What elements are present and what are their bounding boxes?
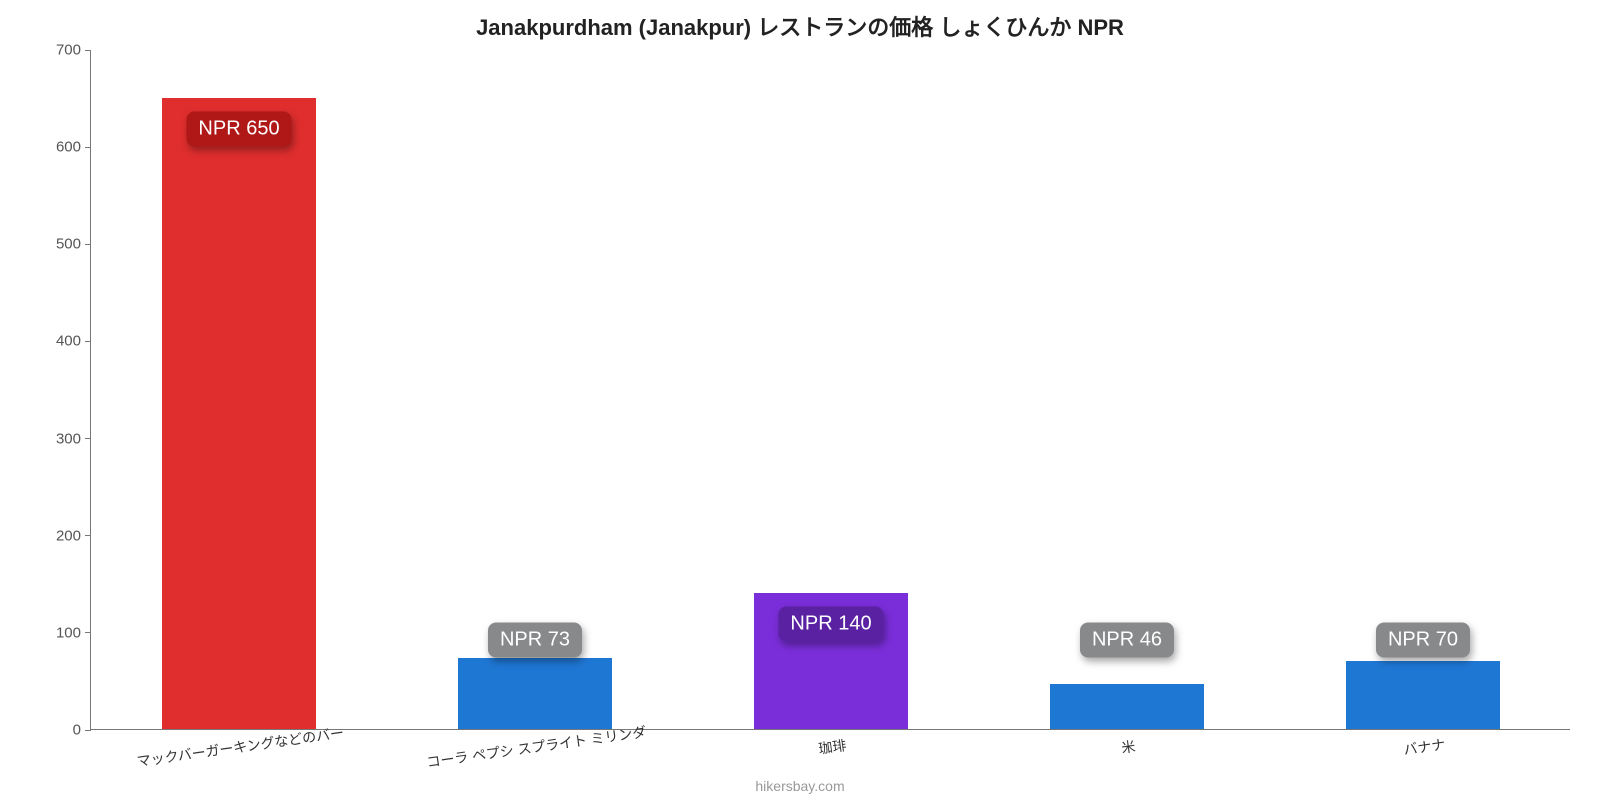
x-tick-label: マックバーガーキングなどのバー: [136, 722, 346, 771]
x-tick-label: 珈琲: [817, 735, 848, 759]
y-tick-mark: [85, 535, 91, 536]
x-tick-label: バナナ: [1402, 734, 1446, 760]
y-tick-mark: [85, 632, 91, 633]
y-tick-label: 500: [56, 236, 81, 253]
y-tick-mark: [85, 50, 91, 51]
value-badge: NPR 73: [488, 623, 582, 658]
plot-area: 0100200300400500600700NPR 650マックバーガーキングな…: [90, 50, 1570, 730]
x-tick-label: 米: [1120, 736, 1137, 758]
y-tick-label: 200: [56, 527, 81, 544]
value-badge: NPR 70: [1376, 623, 1470, 658]
value-badge: NPR 140: [778, 607, 883, 642]
y-tick-mark: [85, 147, 91, 148]
x-tick-label: コーラ ペプシ スプライト ミリンダ: [425, 722, 647, 773]
y-tick-label: 300: [56, 430, 81, 447]
bar: [1346, 661, 1500, 729]
chart-title: Janakpurdham (Janakpur) レストランの価格 しょくひんか …: [0, 10, 1600, 42]
y-tick-mark: [85, 730, 91, 731]
price-bar-chart: Janakpurdham (Janakpur) レストランの価格 しょくひんか …: [0, 0, 1600, 800]
value-badge: NPR 46: [1080, 623, 1174, 658]
bar: [458, 658, 612, 729]
attribution: hikersbay.com: [0, 778, 1600, 794]
value-badge: NPR 650: [186, 111, 291, 146]
y-tick-label: 100: [56, 624, 81, 641]
y-tick-label: 700: [56, 42, 81, 59]
bar: [1050, 684, 1204, 729]
y-tick-mark: [85, 244, 91, 245]
y-tick-label: 0: [73, 722, 81, 739]
bar: [162, 98, 316, 729]
y-tick-mark: [85, 341, 91, 342]
y-tick-label: 600: [56, 139, 81, 156]
y-tick-mark: [85, 438, 91, 439]
y-tick-label: 400: [56, 333, 81, 350]
